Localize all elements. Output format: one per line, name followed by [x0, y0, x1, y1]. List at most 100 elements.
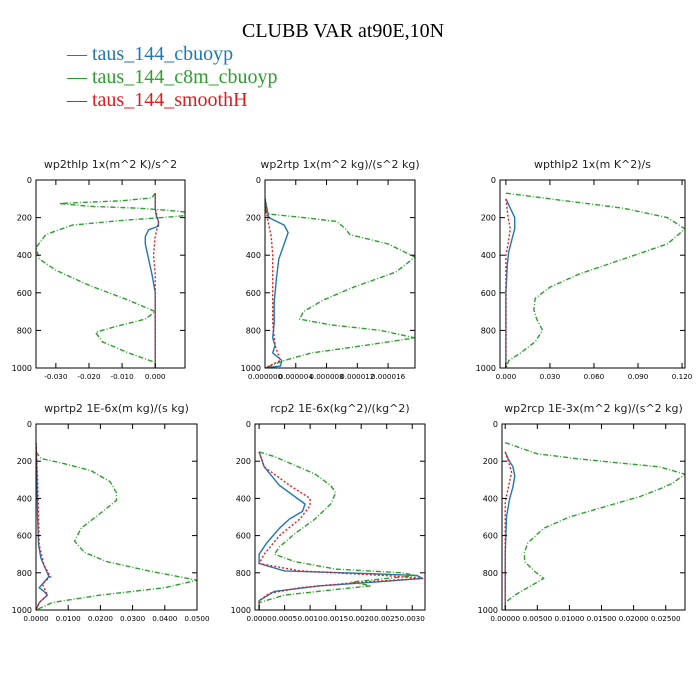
panel-title: wpthlp2 1x(m K^2)/s [534, 158, 651, 171]
x-tick-label: 0.120 [672, 372, 693, 381]
y-tick-label: 1000 [241, 364, 261, 373]
panel-3: wpthlp2 1x(m K^2)/s 0 200 400 600 800 10000.00… [476, 158, 693, 381]
y-tick-label: 400 [17, 251, 32, 260]
x-tick-label: 0.000012 [340, 372, 374, 381]
y-tick-label: 600 [481, 289, 496, 298]
y-tick-label: 200 [236, 457, 251, 466]
x-tick-label: 0.0025 [374, 614, 399, 623]
series-line-2 [265, 198, 415, 368]
y-tick-label: 800 [246, 326, 261, 335]
y-tick-label: 400 [481, 251, 496, 260]
y-tick-label: 600 [236, 532, 251, 541]
y-tick-label: 0 [256, 176, 261, 185]
x-tick-label: 0.000000 [248, 372, 283, 381]
figure-title: CLUBB VAR at90E,10N [242, 20, 445, 42]
panel-title: wp2rtp 1x(m^2 kg)/(s^2 kg) [260, 158, 419, 171]
series-line-3 [36, 442, 52, 610]
x-tick-label: 0.0200 [88, 614, 114, 623]
x-tick-label: 0.000 [145, 372, 166, 381]
x-tick-label: 0.0030 [400, 614, 426, 623]
x-tick-label: 0.00500 [522, 614, 552, 623]
y-tick-label: 800 [236, 569, 251, 578]
y-tick-label: 200 [17, 457, 32, 466]
x-tick-label: 0.0500 [184, 614, 210, 623]
y-tick-label: 400 [236, 494, 251, 503]
panel-2: wp2rtp 1x(m^2 kg)/(s^2 kg) 0 200 400 600 800 1… [241, 158, 420, 381]
x-tick-label: 0.00000 [490, 614, 520, 623]
y-tick-label: 1000 [12, 364, 32, 373]
legend-label-smoothh: — taus_144_smoothH [67, 89, 248, 111]
y-tick-label: 1000 [478, 606, 498, 615]
y-tick-label: 1000 [476, 364, 496, 373]
x-tick-label: 0.000004 [279, 372, 314, 381]
y-tick-label: 600 [17, 289, 32, 298]
y-tick-label: 800 [481, 326, 496, 335]
panel-4: wprtp2 1E-6x(m kg)/(s kg) 0 200 400 600 800 10… [12, 402, 210, 623]
y-tick-label: 200 [483, 457, 498, 466]
x-tick-label: 0.0100 [56, 614, 82, 623]
y-tick-label: 400 [483, 494, 498, 503]
series-line-3 [152, 193, 160, 368]
x-tick-label: 0.060 [584, 372, 605, 381]
series-line-3 [504, 451, 513, 610]
plot-frame [264, 179, 416, 369]
x-tick-label: 0.0020 [349, 614, 375, 623]
legend-item-c8m-cbuoyp: — taus_144_c8m_cbuoyp [67, 66, 278, 89]
series-line-3 [505, 198, 511, 368]
series-line-3 [258, 451, 424, 610]
x-tick-label: 0.000008 [309, 372, 344, 381]
legend-label-cbuoyp: — taus_144_cbuoyp [67, 43, 234, 65]
x-tick-label: 0.030 [540, 372, 561, 381]
y-tick-label: 400 [246, 251, 261, 260]
y-tick-label: 200 [246, 214, 261, 223]
x-tick-label: 0.000 [496, 372, 517, 381]
x-tick-label: 0.01500 [587, 614, 617, 623]
x-tick-label: -0.010 [111, 372, 135, 381]
y-tick-label: 600 [246, 289, 261, 298]
panel-title: rcp2 1E-6x(kg^2)/(kg^2) [270, 402, 409, 415]
y-tick-label: 800 [17, 326, 32, 335]
x-tick-label: 0.01000 [555, 614, 585, 623]
panel-title: wp2rcp 1E-3x(m^2 kg)/(s^2 kg) [504, 402, 683, 415]
panel-1: wp2thlp 1x(m^2 K)/s^2 0 200 400 600 800 1000 -0… [12, 158, 186, 381]
series-line-2 [505, 192, 685, 368]
plot-frame [499, 179, 686, 369]
x-tick-label: -0.030 [44, 372, 68, 381]
y-tick-label: 800 [483, 569, 498, 578]
series-line-2 [36, 451, 197, 610]
legend-item-cbuoyp: — taus_144_cbuoyp [67, 43, 233, 66]
y-tick-label: 600 [483, 532, 498, 541]
series-line-2 [258, 451, 418, 610]
y-tick-label: 1000 [231, 606, 251, 615]
x-tick-label: 0.000016 [371, 372, 406, 381]
plot-frame [35, 179, 186, 369]
panel-title: wp2thlp 1x(m^2 K)/s^2 [44, 158, 177, 171]
y-tick-label: 400 [17, 494, 32, 503]
series-line-2 [504, 441, 685, 610]
x-tick-label: 0.0000 [247, 614, 273, 623]
y-tick-label: 1000 [12, 606, 32, 615]
x-tick-label: 0.090 [628, 372, 649, 381]
y-tick-label: 0 [27, 176, 32, 185]
x-tick-label: 0.0005 [272, 614, 297, 623]
x-tick-label: 0.0015 [323, 614, 348, 623]
series-line-3 [265, 198, 282, 368]
y-tick-label: 0 [246, 420, 251, 429]
y-tick-label: 0 [27, 420, 32, 429]
series-line-1 [258, 451, 424, 610]
series-line-1 [36, 442, 50, 610]
y-tick-label: 0 [493, 420, 498, 429]
x-tick-label: 0.0010 [298, 614, 324, 623]
series-line-1 [504, 451, 516, 610]
series-line-1 [144, 193, 160, 368]
x-tick-label: -0.020 [77, 372, 101, 381]
y-tick-label: 200 [17, 214, 32, 223]
series-line-2 [36, 192, 185, 368]
y-tick-label: 800 [17, 569, 32, 578]
y-tick-label: 600 [17, 532, 32, 541]
y-tick-label: 200 [481, 214, 496, 223]
x-tick-label: 0.0400 [152, 614, 178, 623]
panel-5: rcp2 1E-6x(kg^2)/(kg^2) 0 200 400 600 800 1000… [231, 402, 426, 623]
y-tick-label: 0 [491, 176, 496, 185]
